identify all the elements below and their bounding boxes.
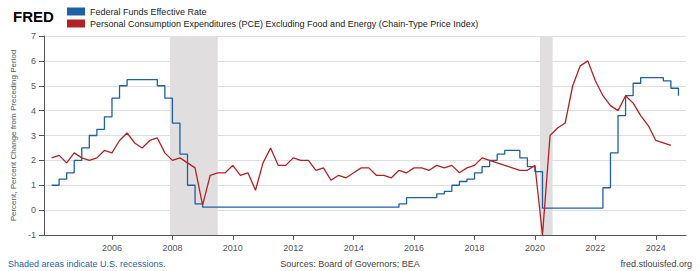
svg-text:Sources: Board of Governors; B: Sources: Board of Governors; BEA — [280, 259, 420, 269]
svg-text:1: 1 — [31, 180, 36, 190]
svg-text:2020: 2020 — [525, 243, 545, 253]
svg-text:Shaded areas indicate U.S. rec: Shaded areas indicate U.S. recessions. — [8, 259, 166, 269]
svg-text:Percent, Percent Change from P: Percent, Percent Change from Preceding P… — [9, 50, 18, 222]
svg-text:3: 3 — [31, 131, 36, 141]
svg-text:2018: 2018 — [465, 243, 485, 253]
svg-text:6: 6 — [31, 56, 36, 66]
svg-text:FRED: FRED — [13, 8, 54, 25]
svg-text:2024: 2024 — [646, 243, 666, 253]
svg-text:fred.stlouisfed.org: fred.stlouisfed.org — [620, 259, 692, 269]
svg-text:2008: 2008 — [162, 243, 182, 253]
svg-text:2022: 2022 — [585, 243, 605, 253]
svg-text:5: 5 — [31, 81, 36, 91]
svg-text:Personal Consumption Expenditu: Personal Consumption Expenditures (PCE) … — [90, 19, 478, 29]
svg-text:2016: 2016 — [404, 243, 424, 253]
svg-text:2006: 2006 — [102, 243, 122, 253]
svg-text:2010: 2010 — [223, 243, 243, 253]
svg-text:2012: 2012 — [283, 243, 303, 253]
svg-text:0: 0 — [31, 205, 36, 215]
svg-text:-1: -1 — [28, 230, 36, 240]
svg-text:4: 4 — [31, 106, 36, 116]
svg-text:2014: 2014 — [344, 243, 364, 253]
svg-text:7: 7 — [31, 31, 36, 41]
svg-text:2: 2 — [31, 155, 36, 165]
svg-text:Federal Funds Effective Rate: Federal Funds Effective Rate — [90, 7, 206, 17]
